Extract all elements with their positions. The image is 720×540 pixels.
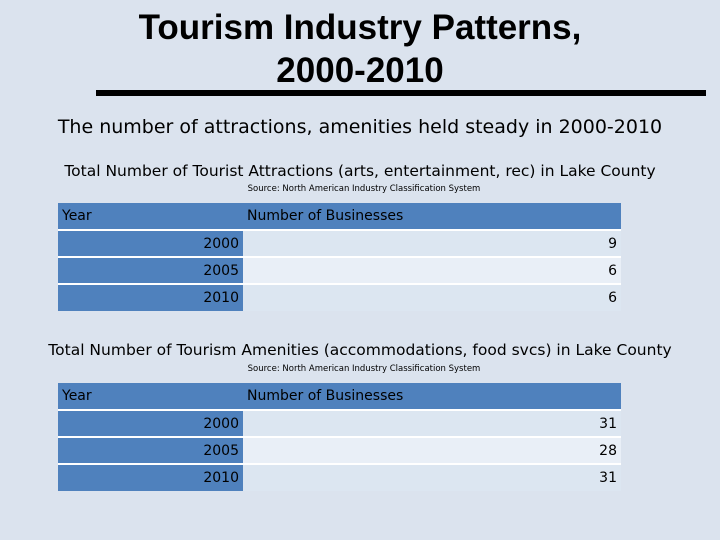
value-cell: 28 [243,436,621,464]
value-cell: 9 [243,229,621,257]
year-header: Year [62,388,92,404]
table-row: 2005 28 [58,436,621,464]
attractions-table: Year Number of Businesses 2000 9 2005 6 … [58,203,621,311]
amenities-table-source: Source: North American Industry Classifi… [247,364,481,374]
year-cell: 2010 [58,283,243,311]
slide-title-line1: Tourism Industry Patterns, [138,8,582,47]
table-row: 2000 31 [58,409,621,437]
year-cell: 2005 [58,436,243,464]
businesses-header: Number of Businesses [247,388,404,404]
title-divider [96,90,706,96]
table-row: 2005 6 [58,256,621,284]
year-cell: 2005 [58,256,243,284]
slide-title-line2: 2000-2010 [276,51,444,90]
attractions-header-row: Year Number of Businesses [58,203,621,230]
value-cell: 31 [243,409,621,437]
year-header: Year [62,208,92,224]
value-cell: 31 [243,463,621,491]
amenities-header-row: Year Number of Businesses [58,383,621,410]
value-cell: 6 [243,256,621,284]
attractions-table-title: Total Number of Tourist Attractions (art… [64,162,656,180]
businesses-header: Number of Businesses [247,208,404,224]
year-cell: 2000 [58,409,243,437]
year-cell: 2010 [58,463,243,491]
attractions-table-source: Source: North American Industry Classifi… [247,184,481,194]
slide-subtitle: The number of attractions, amenities hel… [57,116,663,138]
slide-title: Tourism Industry Patterns, 2000-2010 [0,6,720,92]
amenities-table-title: Total Number of Tourism Amenities (accom… [48,341,672,359]
table-row: 2010 31 [58,463,621,491]
amenities-table: Year Number of Businesses 2000 31 2005 2… [58,383,621,491]
table-row: 2010 6 [58,283,621,311]
value-cell: 6 [243,283,621,311]
table-row: 2000 9 [58,229,621,257]
year-cell: 2000 [58,229,243,257]
